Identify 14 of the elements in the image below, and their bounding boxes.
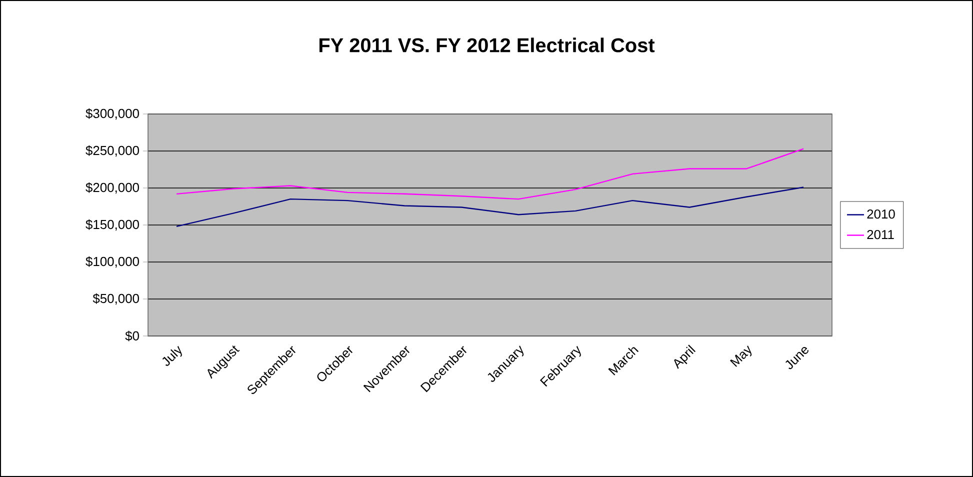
- line-series: [176, 186, 804, 228]
- chart-title: FY 2011 VS. FY 2012 Electrical Cost: [319, 38, 655, 52]
- legend-label: 2010: [867, 209, 895, 219]
- y-tick-label: $100,000: [86, 256, 139, 268]
- y-tick-label: $300,000: [86, 108, 139, 120]
- legend-label: 2011: [867, 230, 894, 240]
- line-series: [176, 148, 804, 200]
- y-tick-label: $150,000: [86, 219, 139, 231]
- y-tick-label: $200,000: [86, 182, 139, 194]
- x-tick-label: May: [730, 346, 752, 367]
- y-tick-label: $50,000: [92, 293, 140, 305]
- y-tick-label: $0: [125, 330, 140, 342]
- y-tick-label: $250,000: [86, 145, 139, 157]
- x-tick-label: July: [162, 346, 182, 366]
